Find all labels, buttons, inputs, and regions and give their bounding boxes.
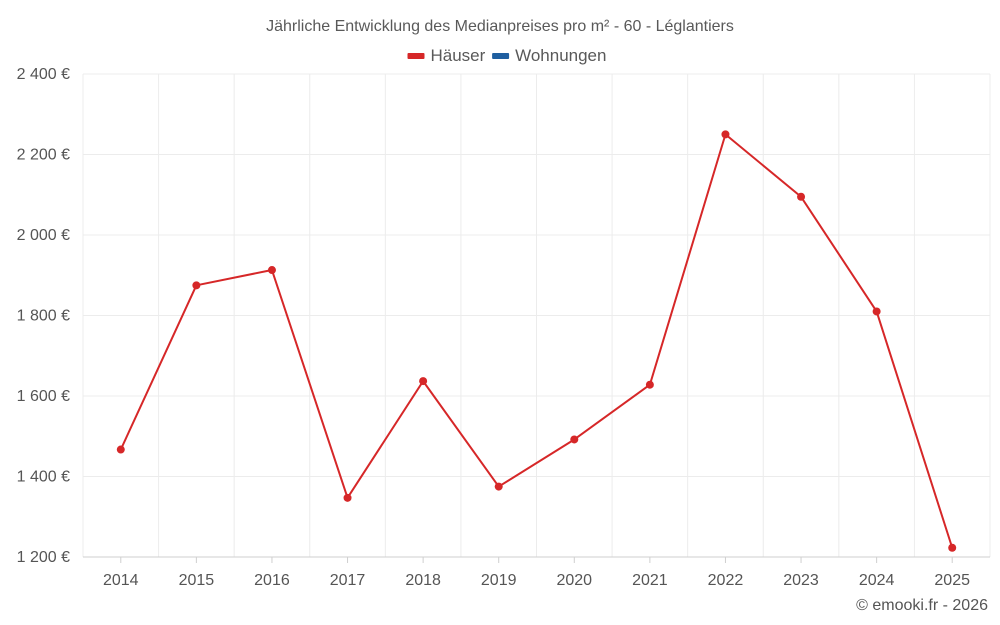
legend-swatch-1[interactable] [407, 53, 425, 59]
legend-label-2[interactable]: Wohnungen [515, 46, 606, 65]
credit-text: © emooki.fr - 2026 [856, 597, 988, 614]
y-tick-label: 2 200 € [17, 147, 70, 164]
gridlines [82, 73, 991, 558]
legend-swatch-2[interactable] [492, 53, 510, 59]
series-group [116, 130, 957, 552]
data-point-2018[interactable] [419, 377, 428, 386]
y-tick-label: 1 600 € [17, 388, 70, 405]
y-tick-label: 2 000 € [17, 227, 70, 244]
data-point-2022[interactable] [721, 130, 730, 139]
data-point-2015[interactable] [192, 281, 201, 290]
x-tick-label: 2018 [405, 572, 441, 589]
data-point-2021[interactable] [645, 380, 654, 389]
x-tick-label: 2015 [179, 572, 215, 589]
x-tick-label: 2025 [934, 572, 970, 589]
y-tick-label: 1 200 € [17, 549, 70, 566]
data-point-2019[interactable] [494, 482, 503, 491]
legend: Häuser Wohnungen [407, 46, 606, 65]
data-point-2016[interactable] [267, 266, 276, 275]
data-point-2023[interactable] [797, 192, 806, 201]
y-tick-label: 1 400 € [17, 469, 70, 486]
series-line-1 [119, 133, 954, 549]
x-tick-label: 2024 [859, 572, 895, 589]
data-point-2017[interactable] [343, 493, 352, 502]
chart-title: Jährliche Entwicklung des Medianpreises … [266, 18, 734, 35]
x-tick-label: 2014 [103, 572, 139, 589]
x-tick-label: 2017 [330, 572, 366, 589]
x-tick-label: 2022 [708, 572, 744, 589]
y-axis: 1 200 € 1 400 € 1 600 € 1 800 € 2 000 € 2 200… [17, 66, 70, 566]
legend-label-1[interactable]: Häuser [431, 46, 486, 65]
y-tick-label: 2 400 € [17, 66, 70, 83]
x-axis: 2014 2015 2016 2017 2018 2019 2020 2021 2022 2023… [83, 556, 990, 589]
data-point-2025[interactable] [948, 543, 957, 552]
x-tick-label: 2016 [254, 572, 290, 589]
x-tick-label: 2023 [783, 572, 819, 589]
data-point-2014[interactable] [116, 445, 125, 454]
x-tick-label: 2020 [556, 572, 592, 589]
x-tick-label: 2021 [632, 572, 668, 589]
data-point-2020[interactable] [570, 435, 579, 444]
data-point-2024[interactable] [872, 307, 881, 316]
y-tick-label: 1 800 € [17, 308, 70, 325]
x-tick-label: 2019 [481, 572, 517, 589]
